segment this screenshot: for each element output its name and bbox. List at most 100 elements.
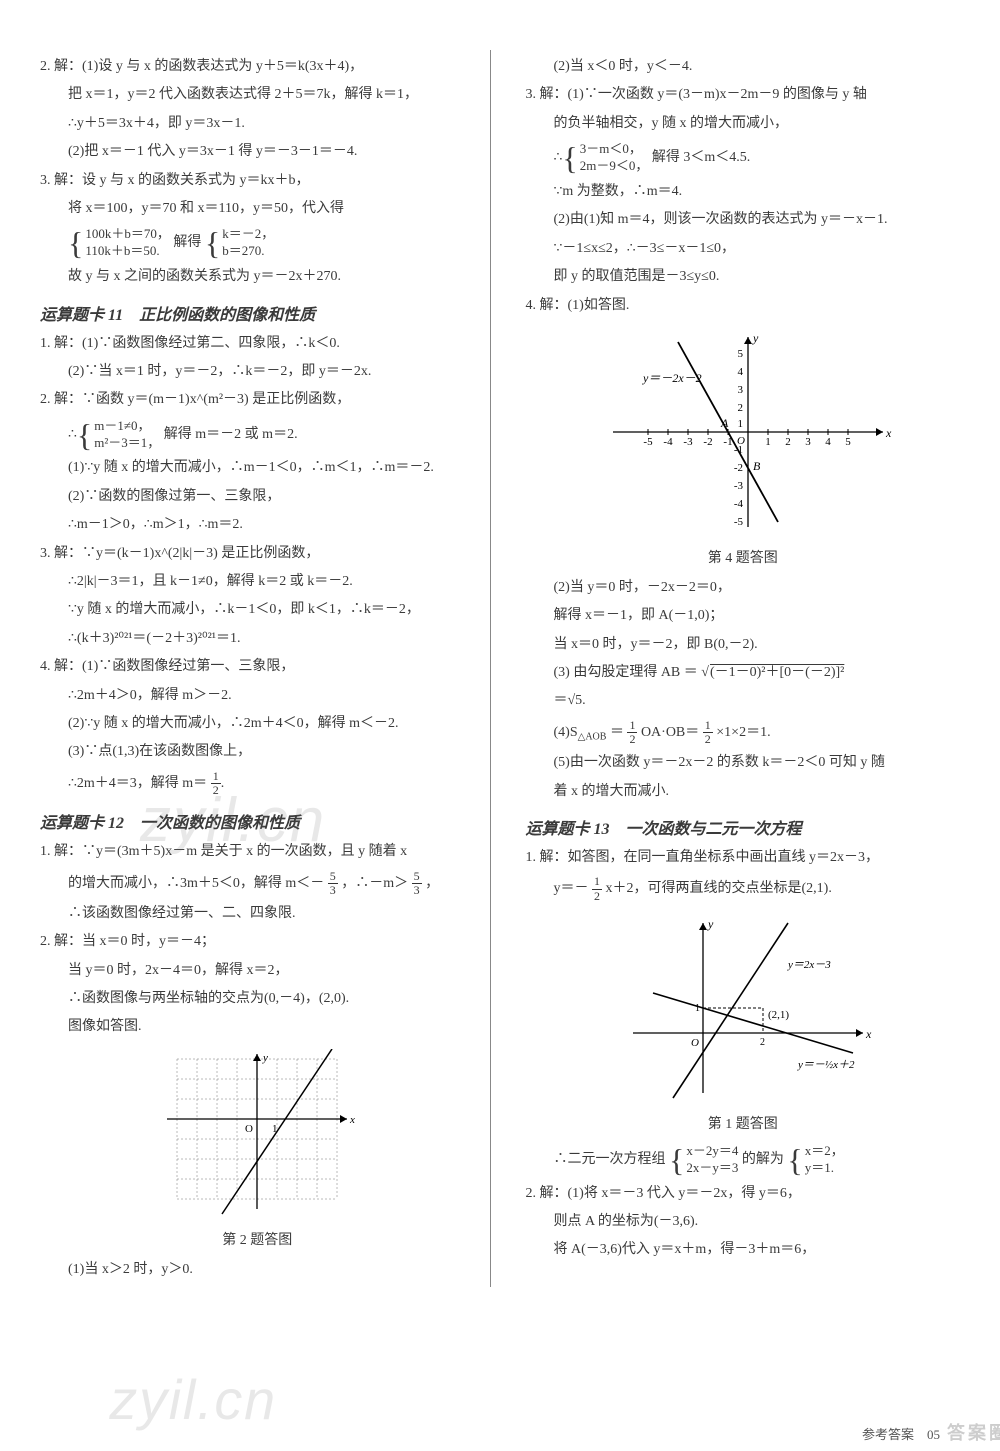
- eq: m－1≠0，: [94, 418, 160, 435]
- text: ∴函数图像与两坐标轴的交点为(0,－4)，(2,0).: [40, 988, 475, 1010]
- svg-text:4: 4: [825, 436, 831, 448]
- brace-eq: ∴二元一次方程组 { x－2y＝4 2x－y＝3 的解为 { x＝2， y＝1.: [526, 1143, 961, 1177]
- text: 即 y 的取值范围是－3≤y≤0.: [526, 266, 961, 288]
- text: x＋2，可得两直线的交点坐标是(2,1).: [606, 881, 832, 896]
- text: (3) 由勾股定理得 AB ＝: [554, 665, 702, 680]
- text: 解得 m＝－2 或 m＝2.: [164, 427, 298, 442]
- text: (2)∵函数的图像过第一、三象限，: [40, 486, 475, 508]
- text: (4)S△AOB ＝ 12 OA·OB＝ 12 ×1×2＝1.: [526, 719, 961, 746]
- sub: △AOB: [578, 732, 607, 743]
- svg-text:y: y: [262, 1052, 268, 1064]
- svg-text:2: 2: [785, 436, 791, 448]
- eq: m²－3＝1，: [94, 435, 160, 452]
- text: (2)当 y＝0 时，－2x－2＝0，: [526, 577, 961, 599]
- section-title-13: 运算题卡 13 一次函数与二元一次方程: [526, 815, 961, 839]
- eq: 100k＋b＝70，: [85, 226, 170, 243]
- text: (1)∵y 随 x 的增大而减小，∴m－1＜0，∴m＜1，∴m＝－2.: [40, 457, 475, 479]
- svg-text:O: O: [737, 435, 745, 447]
- svg-text:-3: -3: [683, 436, 693, 448]
- text: ∴y＋5＝3x＋4，即 y＝3x－1.: [40, 113, 475, 135]
- text: (2)由(1)知 m＝4，则该一次函数的表达式为 y＝－x－1.: [526, 209, 961, 231]
- svg-text:-5: -5: [643, 436, 653, 448]
- text: 2. 解：∵函数 y＝(m－1)x^(m²－3) 是正比例函数，: [40, 389, 475, 411]
- line-label: y＝－2x－2: [642, 371, 702, 385]
- eq: x－2y＝4: [686, 1143, 738, 1160]
- svg-text:O: O: [691, 1037, 699, 1049]
- svg-text:3: 3: [737, 384, 743, 396]
- text: (3)∵点(1,3)在该函数图像上，: [40, 741, 475, 763]
- eq: 110k＋b＝50.: [85, 243, 170, 260]
- text: (1)当 x＞2 时，y＞0.: [40, 1259, 475, 1281]
- text: 2. 解：(1)将 x＝－3 代入 y＝－2x，得 y＝6，: [526, 1183, 961, 1205]
- left-column: 2. 解：(1)设 y 与 x 的函数表达式为 y＋5＝k(3x＋4)， 把 x…: [40, 50, 491, 1287]
- text: (3) 由勾股定理得 AB ＝ √(－1－0)²＋[0－(－2)]²: [526, 662, 961, 684]
- svg-text:1: 1: [695, 1003, 700, 1014]
- svg-text:x: x: [865, 1027, 872, 1041]
- text: 1. 解：如答图，在同一直角坐标系中画出直线 y＝2x－3，: [526, 847, 961, 869]
- graph-caption-1r: 第 1 题答图: [526, 1113, 961, 1133]
- right-column: (2)当 x＜0 时，y＜－4. 3. 解：(1)∵一次函数 y＝(3－m)x－…: [511, 50, 961, 1287]
- text: OA·OB＝: [641, 725, 699, 740]
- text: (5)由一次函数 y＝－2x－2 的系数 k＝－2＜0 可知 y 随: [526, 752, 961, 774]
- text: 当 y＝0 时，2x－4＝0，解得 x＝2，: [40, 960, 475, 982]
- eq: y＝1.: [805, 1160, 844, 1177]
- eq: x＝2，: [805, 1143, 844, 1160]
- text: ，∴－m＞: [341, 875, 408, 890]
- section-title-11: 运算题卡 11 正比例函数的图像和性质: [40, 301, 475, 325]
- graph-caption-4: 第 4 题答图: [526, 547, 961, 567]
- corner-badge: 答案圈: [947, 1419, 1000, 1445]
- svg-text:y＝2x－3: y＝2x－3: [787, 959, 831, 971]
- svg-text:x: x: [349, 1114, 355, 1126]
- text: 的增大而减小，∴3m＋5＜0，解得 m＜－ 53 ，∴－m＞ 53 ，: [40, 870, 475, 897]
- text: 解得 x＝－1，即 A(－1,0)；: [526, 605, 961, 627]
- text: 4. 解：(1)∵函数图像经过第一、三象限，: [40, 656, 475, 678]
- text: 将 A(－3,6)代入 y＝x＋m，得－3＋m＝6，: [526, 1239, 961, 1261]
- svg-text:-4: -4: [734, 498, 744, 510]
- text: ∴m－1＞0，∴m＞1，∴m＝2.: [40, 514, 475, 536]
- eq: 3－m＜0，: [580, 141, 649, 158]
- text: 故 y 与 x 之间的函数关系式为 y＝－2x＋270.: [40, 266, 475, 288]
- text: 的负半轴相交，y 随 x 的增大而减小，: [526, 113, 961, 135]
- text: ×1×2＝1.: [716, 725, 770, 740]
- text: 当 x＝0 时，y＝－2，即 B(0,－2).: [526, 634, 961, 656]
- graph-caption-2: 第 2 题答图: [40, 1229, 475, 1249]
- svg-text:-4: -4: [663, 436, 673, 448]
- text: (2)∵y 随 x 的增大而减小，∴2m＋4＜0，解得 m＜－2.: [40, 713, 475, 735]
- text: ∴2|k|－3＝1，且 k－1≠0，解得 k＝2 或 k＝－2.: [40, 571, 475, 593]
- text: ＝√5.: [526, 690, 961, 712]
- text: (4)S: [554, 725, 578, 740]
- text: 4. 解：(1)如答图.: [526, 295, 961, 317]
- text: 2. 解：(1)设 y 与 x 的函数表达式为 y＋5＝k(3x＋4)，: [40, 56, 475, 78]
- text: 1. 解：(1)∵函数图像经过第二、四象限，∴k＜0.: [40, 333, 475, 355]
- text: 把 x＝1，y＝2 代入函数表达式得 2＋5＝7k，解得 k＝1，: [40, 84, 475, 106]
- svg-text:1: 1: [737, 418, 743, 430]
- svg-text:5: 5: [845, 436, 851, 448]
- svg-text:y＝－½x＋2: y＝－½x＋2: [797, 1059, 855, 1071]
- text: ∴该函数图像经过第一、二、四象限.: [40, 903, 475, 925]
- svg-text:x: x: [885, 426, 892, 440]
- brace-eq: { 100k＋b＝70， 110k＋b＝50. 解得 { k＝－2， b＝270…: [40, 226, 475, 260]
- brace-eq: ∴ { 3－m＜0， 2m－9＜0， 解得 3＜m＜4.5.: [526, 141, 961, 175]
- text: (2)当 x＜0 时，y＜－4.: [526, 56, 961, 78]
- svg-text:4: 4: [737, 366, 743, 378]
- text: 2. 解：当 x＝0 时，y＝－4；: [40, 931, 475, 953]
- svg-text:-5: -5: [734, 516, 744, 528]
- eq: 2x－y＝3: [686, 1160, 738, 1177]
- text: 将 x＝100，y＝70 和 x＝110，y＝50，代入得: [40, 198, 475, 220]
- text: 解得 3＜m＜4.5.: [652, 150, 750, 165]
- text: 的解为: [742, 1152, 784, 1167]
- svg-text:y: y: [752, 331, 759, 345]
- svg-text:2: 2: [737, 402, 743, 414]
- graph-4: x y -5-4-3 -2-1 123 45 543 21 -1-2-3 -4-…: [593, 327, 893, 537]
- svg-text:3: 3: [805, 436, 811, 448]
- svg-text:-2: -2: [734, 462, 743, 474]
- svg-text:1: 1: [765, 436, 771, 448]
- text: ∴二元一次方程组: [554, 1152, 666, 1167]
- svg-text:A: A: [720, 416, 729, 430]
- text: 解得: [173, 235, 201, 250]
- text: ，: [425, 875, 439, 890]
- text: ＝: [610, 725, 624, 740]
- eq: b＝270.: [222, 243, 274, 260]
- graph-1r: x y O (2,1) y＝2x－3 y＝－½x＋2 1 2: [613, 913, 873, 1103]
- eq: k＝－2，: [222, 226, 274, 243]
